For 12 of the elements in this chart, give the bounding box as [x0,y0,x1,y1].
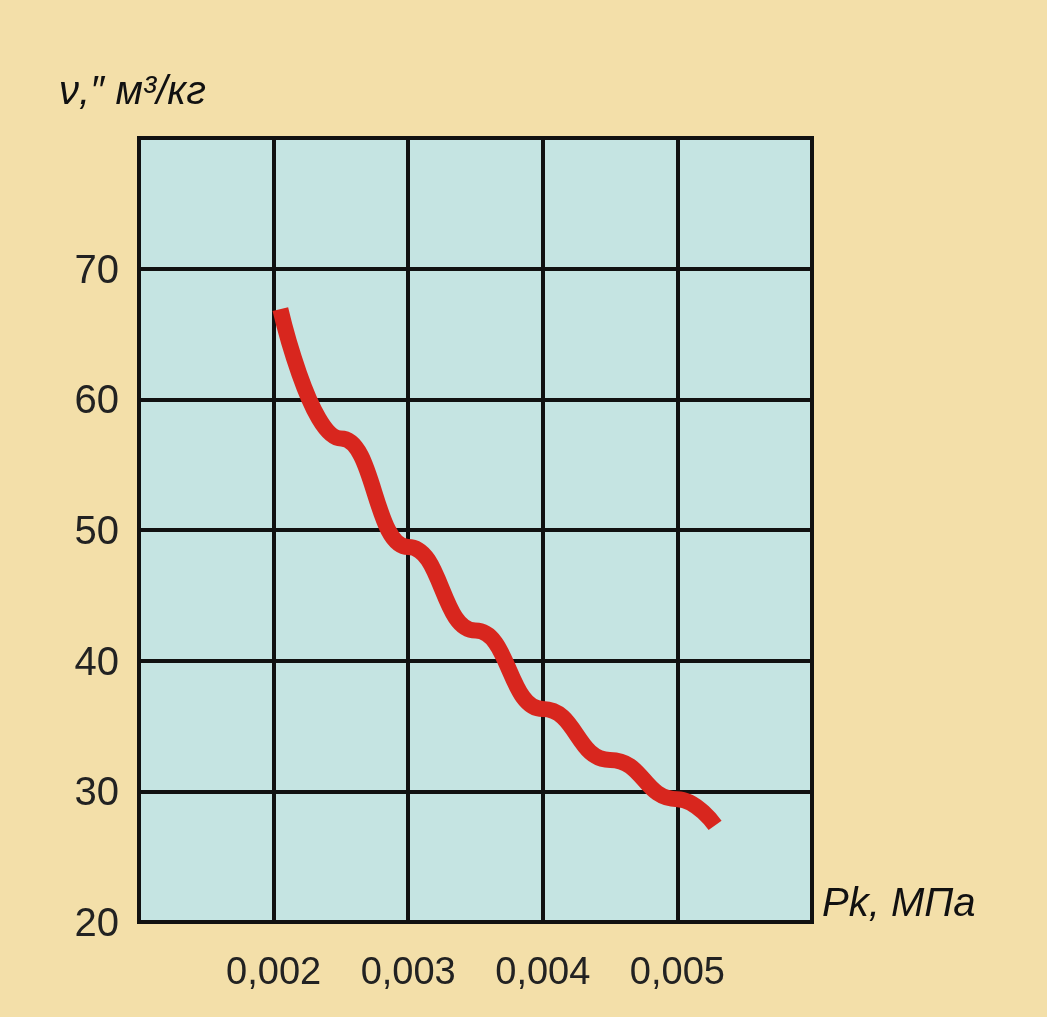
y-tick-label: 60 [74,377,119,422]
y-tick-label: 70 [74,246,119,291]
x-tick-label: 0,003 [360,950,456,992]
x-tick-label: 0,005 [629,950,725,992]
x-tick-label: 0,004 [495,950,591,992]
x-axis-title: Pk, МПа [822,880,976,924]
y-tick-label: 50 [74,508,119,552]
x-tick-label: 0,002 [226,950,322,992]
y-axis-title: ν,″ м³/кг [59,68,206,112]
y-tick-label: 30 [74,769,119,814]
y-tick-label: 20 [74,900,119,944]
y-tick-label: 40 [74,638,119,683]
